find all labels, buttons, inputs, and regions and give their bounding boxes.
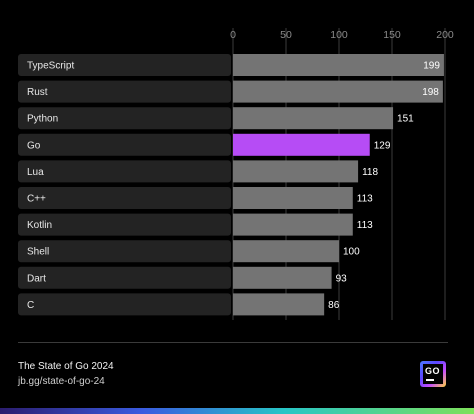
category-label-bg bbox=[18, 187, 231, 209]
x-tick-label: 0 bbox=[230, 29, 236, 41]
bar-typescript bbox=[233, 54, 444, 76]
bar-rust bbox=[233, 80, 443, 103]
data-label: 199 bbox=[423, 61, 440, 72]
category-label-bg bbox=[18, 133, 231, 156]
x-tick-label: 100 bbox=[330, 29, 348, 41]
footer-url: jb.gg/state-of-go-24 bbox=[18, 376, 105, 387]
category-label: Kotlin bbox=[27, 220, 52, 231]
category-label-bg bbox=[18, 266, 231, 289]
x-tick-label: 150 bbox=[383, 29, 401, 41]
x-tick-label: 200 bbox=[436, 29, 454, 41]
category-label-bg bbox=[18, 107, 231, 130]
bottom-gradient-strip bbox=[0, 408, 474, 414]
category-label-bg bbox=[18, 240, 231, 263]
category-label-bg bbox=[18, 80, 231, 103]
go-logo-text: GO bbox=[425, 366, 441, 376]
category-label-bg bbox=[18, 293, 231, 316]
footer-divider bbox=[18, 342, 448, 343]
bar-dart bbox=[233, 266, 332, 289]
category-label: C bbox=[27, 300, 34, 311]
category-label-bg bbox=[18, 213, 231, 236]
footer-title: The State of Go 2024 bbox=[18, 361, 114, 372]
bar-kotlin bbox=[233, 213, 353, 236]
category-label: Dart bbox=[27, 273, 46, 284]
category-label: Go bbox=[27, 140, 41, 151]
data-label: 129 bbox=[374, 140, 391, 151]
category-label-bg bbox=[18, 54, 231, 76]
data-label: 93 bbox=[336, 273, 348, 284]
bar-c bbox=[233, 293, 325, 316]
bar-python bbox=[233, 107, 394, 130]
data-label: 118 bbox=[362, 167, 378, 178]
category-label: TypeScript bbox=[27, 61, 74, 72]
data-label: 113 bbox=[357, 220, 373, 231]
data-label: 198 bbox=[422, 87, 439, 98]
data-label: 100 bbox=[343, 247, 360, 258]
category-label-bg bbox=[18, 160, 231, 183]
category-label: Lua bbox=[27, 167, 44, 178]
bar-go bbox=[233, 133, 370, 156]
category-label: C++ bbox=[27, 194, 46, 205]
bar-c- bbox=[233, 187, 353, 209]
x-tick-label: 50 bbox=[280, 29, 292, 41]
category-label: Shell bbox=[27, 247, 49, 258]
bar-lua bbox=[233, 160, 359, 183]
data-label: 86 bbox=[328, 300, 340, 311]
bar-shell bbox=[233, 240, 339, 263]
category-label: Python bbox=[27, 114, 58, 125]
go-logo-icon: GO bbox=[420, 361, 446, 387]
category-label: Rust bbox=[27, 87, 48, 98]
data-label: 113 bbox=[357, 194, 373, 205]
data-label: 151 bbox=[397, 114, 414, 125]
